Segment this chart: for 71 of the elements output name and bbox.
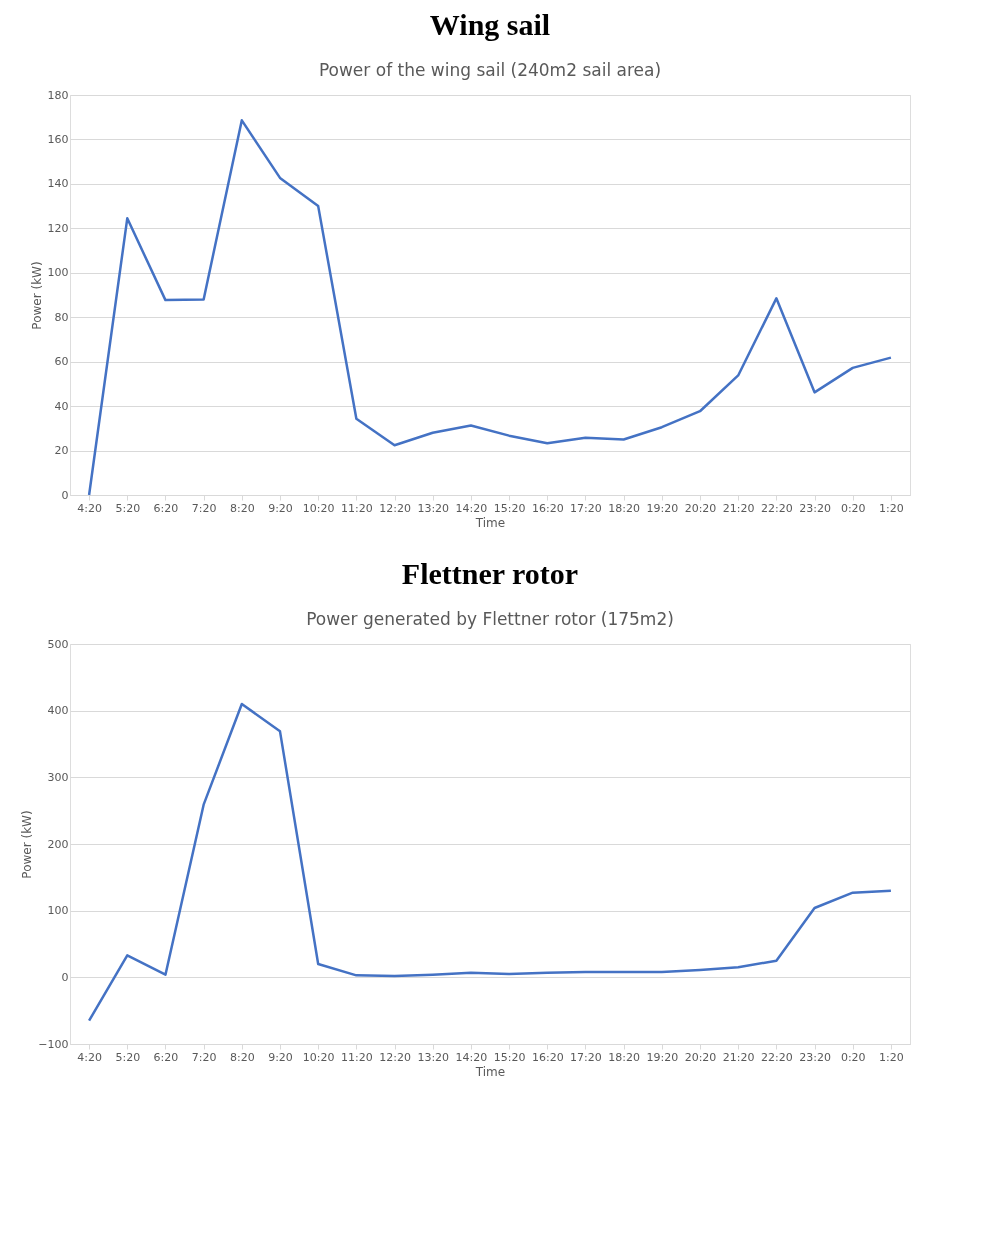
- x-axis-title: Time: [474, 1064, 506, 1079]
- chart-title: Flettner rotor: [401, 557, 579, 590]
- x-tick-label: 12:20: [379, 1050, 411, 1064]
- x-tick-label: 6:20: [153, 1050, 179, 1064]
- x-tick-label: 22:20: [761, 1050, 793, 1064]
- y-tick-label: −100: [38, 1037, 69, 1051]
- x-tick-label: 10:20: [302, 501, 335, 515]
- y-tick-label: 500: [47, 637, 69, 651]
- x-tick-label: 5:20: [115, 1050, 141, 1064]
- x-tick-label: 15:20: [493, 501, 526, 515]
- y-tick-label: 160: [47, 132, 69, 146]
- x-tick-label: 20:20: [684, 501, 717, 515]
- x-tick-label: 14:20: [455, 501, 488, 515]
- y-tick-label: 100: [47, 266, 69, 280]
- x-tick-label: 10:20: [302, 1050, 335, 1064]
- x-tick-label: 20:20: [684, 1050, 717, 1064]
- x-tick-label: 19:20: [646, 1050, 679, 1064]
- x-tick-label: 13:20: [417, 1050, 450, 1064]
- x-tick-label: 5:20: [115, 501, 141, 515]
- x-tick-label: 0:20: [840, 501, 866, 515]
- y-tick-label: 400: [47, 704, 69, 718]
- x-tick-label: 4:20: [77, 501, 102, 515]
- x-tick-label: 16:20: [531, 1050, 564, 1064]
- y-tick-label: 120: [47, 221, 69, 235]
- y-tick-label: 140: [47, 177, 69, 191]
- chart-subtitle: Power generated by Flettner rotor (175m2): [306, 609, 674, 629]
- x-tick-label: 23:20: [799, 501, 831, 515]
- y-tick-label: 20: [54, 444, 69, 458]
- x-tick-label: 18:20: [608, 501, 640, 515]
- y-tick-label: 0: [61, 970, 69, 984]
- y-tick-label: 200: [47, 837, 69, 851]
- y-tick-label: 0: [61, 488, 69, 502]
- x-tick-label: 16:20: [531, 501, 564, 515]
- x-tick-label: 15:20: [493, 1050, 526, 1064]
- x-tick-label: 17:20: [570, 1050, 602, 1064]
- x-tick-label: 22:20: [761, 501, 793, 515]
- x-tick-label: 1:20: [879, 1050, 904, 1064]
- x-tick-label: 21:20: [722, 1050, 755, 1064]
- x-tick-label: 0:20: [840, 1050, 866, 1064]
- y-tick-label: 100: [47, 904, 69, 918]
- x-tick-label: 8:20: [229, 1050, 255, 1064]
- x-tick-label: 11:20: [341, 501, 373, 515]
- y-axis-title: Power (kW): [20, 810, 35, 879]
- x-tick-label: 8:20: [229, 501, 255, 515]
- y-tick-label: 40: [54, 399, 69, 413]
- x-tick-label: 11:20: [341, 1050, 373, 1064]
- x-tick-label: 21:20: [722, 501, 755, 515]
- x-tick-label: 13:20: [417, 501, 450, 515]
- y-axis-title: Power (kW): [29, 261, 44, 330]
- x-tick-label: 14:20: [455, 1050, 488, 1064]
- x-tick-label: 18:20: [608, 1050, 640, 1064]
- line-series: [87, 702, 893, 1022]
- line-series: [87, 119, 893, 497]
- y-tick-label: 300: [47, 770, 69, 784]
- x-tick-label: 7:20: [191, 501, 217, 515]
- x-tick-label: 9:20: [268, 1050, 293, 1064]
- x-tick-label: 7:20: [191, 1050, 217, 1064]
- chart-title: Wing sail: [429, 8, 551, 41]
- x-tick-label: 6:20: [153, 501, 179, 515]
- y-tick-label: 60: [54, 355, 69, 369]
- x-axis-title: Time: [474, 515, 506, 530]
- x-tick-label: 4:20: [77, 1050, 102, 1064]
- y-tick-label: 180: [47, 88, 69, 102]
- x-tick-label: 1:20: [879, 501, 904, 515]
- x-tick-label: 12:20: [379, 501, 411, 515]
- y-tick-label: 80: [54, 310, 69, 324]
- x-tick-label: 23:20: [799, 1050, 831, 1064]
- x-tick-label: 19:20: [646, 501, 679, 515]
- x-tick-label: 17:20: [570, 501, 602, 515]
- x-tick-label: 9:20: [268, 501, 293, 515]
- chart-subtitle: Power of the wing sail (240m2 sail area): [318, 60, 662, 80]
